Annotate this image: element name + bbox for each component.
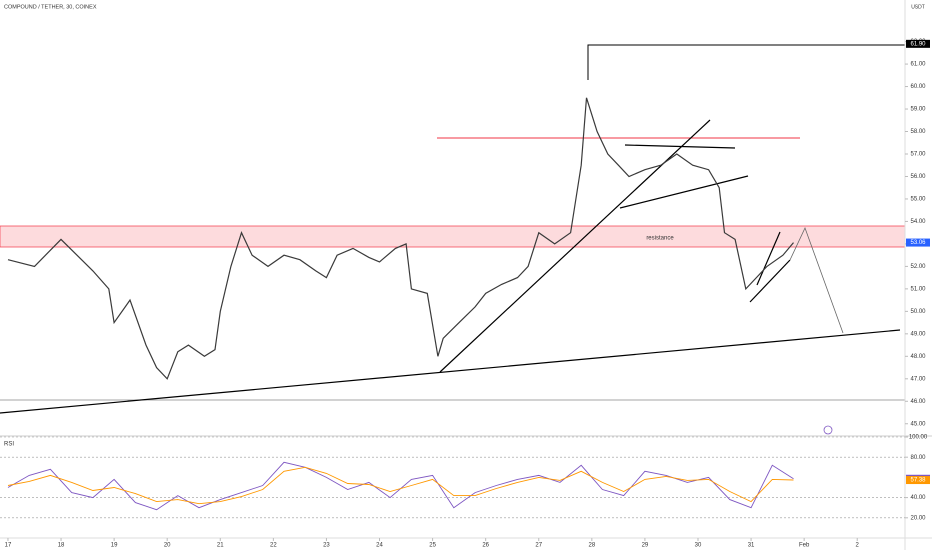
series-line: [7, 97, 794, 380]
chart-title: COMPOUND / TETHER, 30, COINEX: [4, 4, 97, 10]
zone-label: resistance: [646, 236, 674, 242]
trendline: [624, 144, 736, 149]
trendline: [749, 259, 791, 303]
price-label-box: [906, 39, 930, 48]
series-line: [7, 466, 794, 505]
x-tick-label: 25: [429, 543, 436, 549]
resistance-zone: [0, 225, 906, 248]
high-line: [587, 44, 905, 80]
y-tick-label: 52.00: [910, 264, 926, 270]
price-label: 53.06: [910, 240, 926, 246]
x-tick-label: 24: [376, 543, 383, 549]
event-icon[interactable]: [823, 425, 833, 435]
trendline: [0, 329, 901, 414]
y-tick-label: 60.00: [910, 84, 926, 90]
price-label: 57.38: [910, 478, 926, 484]
x-tick-label: 20: [164, 543, 171, 549]
y-tick-label: 54.00: [910, 219, 926, 225]
x-tick-label: 18: [58, 543, 65, 549]
y-tick-label: 20.00: [910, 515, 926, 521]
y-tick-label: 58.00: [910, 129, 926, 135]
x-tick-label: 19: [111, 543, 118, 549]
x-tick-label: 21: [217, 543, 224, 549]
trendline: [619, 175, 749, 209]
pane-label: RSI: [4, 442, 14, 448]
price-label-box: [906, 476, 930, 485]
y-tick-label: 80.00: [910, 455, 926, 461]
x-tick-label: 22: [270, 543, 277, 549]
y-tick-label: 51.00: [910, 286, 926, 292]
y-tick-label: 47.00: [910, 376, 926, 382]
y-tick-label: 48.00: [910, 354, 926, 360]
x-tick-label: 27: [535, 543, 542, 549]
x-tick-label: 28: [588, 543, 595, 549]
y-tick-label: 57.00: [910, 152, 926, 158]
x-tick-label: 23: [323, 543, 330, 549]
x-tick-label: 30: [695, 543, 702, 549]
y-tick-label: 49.00: [910, 331, 926, 337]
y-tick-label: 46.00: [910, 399, 926, 405]
x-tick-label: 17: [5, 543, 12, 549]
y-tick-label: 40.00: [910, 495, 926, 501]
x-tick-label: 2: [856, 543, 860, 549]
y-tick-label: 55.00: [910, 197, 926, 203]
projection-arrow: [789, 226, 844, 334]
x-tick-label: 26: [482, 543, 489, 549]
price-label-box: [906, 238, 930, 247]
x-tick-label: 29: [642, 543, 649, 549]
y-tick-label: 56.00: [910, 174, 926, 180]
y-tick-label: 45.00: [910, 421, 926, 427]
x-tick-label: Feb: [799, 543, 810, 549]
y-tick-label: 100.00: [909, 435, 928, 441]
trendline: [756, 231, 781, 286]
y-tick-label: 59.00: [910, 107, 926, 113]
price-label: 61.90: [910, 41, 926, 47]
y-tick-label: 61.00: [910, 62, 926, 68]
axis-unit: USDT: [911, 4, 925, 10]
y-tick-label: 50.00: [910, 309, 926, 315]
x-tick-label: 31: [748, 543, 755, 549]
